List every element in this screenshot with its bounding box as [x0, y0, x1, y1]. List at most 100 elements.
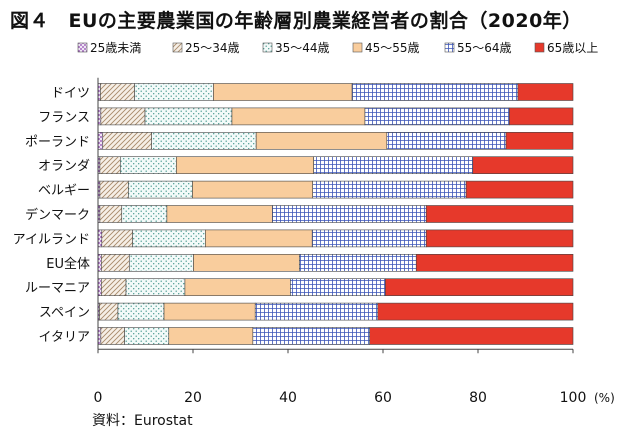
bar-segment	[99, 302, 119, 321]
bar-segment	[472, 156, 574, 174]
legend-label: 25〜34歳	[185, 41, 240, 55]
legend-swatch	[444, 42, 455, 53]
category-label: ドイツ	[51, 86, 90, 101]
x-tick-label: 100	[560, 390, 587, 406]
bar-segment	[255, 132, 388, 150]
bar-segment	[97, 229, 103, 248]
bar-segment	[254, 302, 379, 321]
x-tick-label: 20	[184, 390, 202, 406]
bar-segment	[101, 254, 130, 272]
category-label: スペイン	[39, 306, 90, 321]
category-label: EU全体	[46, 256, 90, 272]
bar-segment	[101, 278, 127, 297]
bar-segment	[184, 278, 291, 297]
bar-row	[97, 278, 574, 297]
legend-swatch	[352, 42, 363, 53]
bar-segment	[120, 156, 177, 174]
bar-row	[97, 327, 574, 345]
bar-segment	[102, 132, 152, 150]
bar-segment	[425, 205, 574, 223]
bar-segment	[124, 327, 170, 345]
bar-segment	[369, 327, 574, 345]
bar-segment	[163, 302, 256, 321]
category-label: フランス	[38, 110, 90, 125]
bar-segment	[252, 327, 371, 345]
chart-legend: 25歳未満 25〜34歳 35〜44歳 45〜55歳 55〜64歳 65歳以上	[77, 41, 598, 55]
bar-row	[97, 107, 574, 126]
bar-segment	[386, 132, 507, 150]
bar-segment	[312, 180, 467, 199]
legend-item: 25〜34歳	[172, 41, 240, 55]
bar-segment	[205, 229, 313, 248]
x-axis-unit: (%)	[594, 391, 615, 405]
bar-segment	[213, 83, 353, 101]
bar-segment	[121, 205, 168, 223]
legend-swatch	[534, 42, 545, 53]
bar-segment	[128, 180, 193, 199]
x-tick-label: 80	[469, 390, 487, 406]
bar-segment	[99, 205, 123, 223]
bar-segment	[272, 205, 427, 223]
plot-area	[97, 83, 574, 345]
bar-segment	[100, 83, 135, 101]
bar-segment	[505, 132, 574, 150]
legend-item: 25歳未満	[77, 41, 141, 55]
bar-segment	[117, 302, 165, 321]
bar-segment	[100, 327, 125, 345]
bar-row	[97, 132, 574, 150]
category-label: ベルギー	[38, 184, 90, 199]
bar-row	[97, 156, 574, 174]
bar-segment	[231, 107, 366, 126]
bar-segment	[299, 254, 417, 272]
legend-item: 45〜55歳	[352, 41, 420, 55]
bar-segment	[99, 180, 129, 199]
legend-label: 45〜55歳	[365, 41, 420, 55]
bar-row	[97, 180, 574, 199]
legend-swatch	[77, 42, 88, 53]
bar-segment	[168, 327, 254, 345]
bar-segment	[364, 107, 510, 126]
category-label: オランダ	[38, 159, 90, 174]
x-tick-label: 0	[94, 390, 103, 406]
legend-item: 65歳以上	[534, 41, 598, 55]
bar-row	[97, 83, 574, 101]
bar-segment	[311, 229, 427, 248]
bar-segment	[425, 229, 574, 248]
category-label: アイルランド	[13, 232, 90, 247]
legend-item: 35〜44歳	[262, 41, 330, 55]
bar-segment	[125, 278, 186, 297]
bar-segment	[290, 278, 386, 297]
legend-label: 35〜44歳	[275, 41, 330, 55]
x-tick-label: 60	[374, 390, 392, 406]
legend-swatch	[262, 42, 273, 53]
x-tick-label: 40	[279, 390, 297, 406]
chart-title: 図４ EUの主要農業国の年齢層別農業経営者の割合（2020年）	[10, 10, 582, 32]
bar-segment	[351, 83, 519, 101]
bar-segment	[99, 156, 121, 174]
bar-segment	[144, 107, 233, 126]
bar-segment	[134, 83, 214, 101]
legend-swatch	[172, 42, 183, 53]
source-note: 資料：Eurostat	[92, 413, 193, 429]
bar-segment	[517, 83, 574, 101]
bar-row	[97, 302, 574, 321]
bar-segment	[313, 156, 474, 174]
bar-segment	[415, 254, 574, 272]
bar-row	[97, 205, 574, 223]
legend-label: 55〜64歳	[457, 41, 512, 55]
bar-segment	[509, 107, 574, 126]
bar-segment	[193, 254, 300, 272]
bar-segment	[176, 156, 314, 174]
category-label: ポーランド	[25, 135, 90, 150]
bar-row	[97, 254, 574, 272]
bar-segment	[129, 254, 194, 272]
bar-segment	[377, 302, 574, 321]
bar-segment	[151, 132, 257, 150]
bar-segment	[97, 132, 104, 150]
legend-label: 25歳未満	[90, 41, 141, 55]
x-axis: 0 20 40 60 80 100 (%)	[94, 77, 615, 406]
bar-segment	[465, 180, 574, 199]
